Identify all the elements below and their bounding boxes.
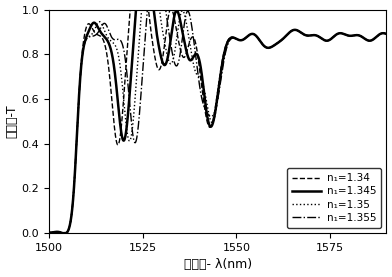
n₁=1.35 — [176, 28, 180, 31]
n₁=1.345 — [47, 231, 51, 234]
n₁=1.34 — [266, 46, 271, 50]
n₁=1.34 — [249, 32, 254, 36]
n₁=1.355 — [60, 232, 65, 235]
X-axis label: 光波长- λ(nm): 光波长- λ(nm) — [183, 258, 252, 271]
n₁=1.345 — [249, 32, 254, 36]
n₁=1.355 — [266, 46, 271, 50]
n₁=1.345 — [266, 46, 271, 50]
n₁=1.355 — [249, 32, 254, 36]
n₁=1.35 — [108, 39, 113, 42]
n₁=1.345 — [299, 31, 303, 34]
n₁=1.35 — [384, 32, 389, 35]
n₁=1.35 — [47, 231, 51, 234]
n₁=1.34 — [324, 39, 329, 42]
Line: n₁=1.34: n₁=1.34 — [49, 9, 387, 233]
n₁=1.34 — [47, 231, 51, 234]
n₁=1.34 — [384, 32, 389, 35]
n₁=1.35 — [60, 232, 65, 235]
Legend: n₁=1.34, n₁=1.345, n₁=1.35, n₁=1.355: n₁=1.34, n₁=1.345, n₁=1.35, n₁=1.355 — [287, 168, 381, 228]
n₁=1.35 — [139, 8, 144, 11]
n₁=1.34 — [128, 8, 132, 11]
n₁=1.355 — [176, 62, 180, 65]
n₁=1.345 — [384, 32, 389, 35]
n₁=1.34 — [60, 232, 65, 235]
n₁=1.355 — [324, 39, 329, 42]
Line: n₁=1.345: n₁=1.345 — [49, 9, 387, 233]
n₁=1.355 — [47, 231, 51, 234]
n₁=1.355 — [299, 31, 303, 34]
n₁=1.35 — [299, 31, 303, 34]
n₁=1.34 — [176, 36, 180, 40]
n₁=1.355 — [145, 8, 150, 11]
n₁=1.34 — [299, 31, 303, 34]
n₁=1.35 — [266, 46, 271, 50]
Line: n₁=1.35: n₁=1.35 — [49, 9, 387, 233]
n₁=1.345 — [60, 232, 65, 235]
n₁=1.355 — [384, 32, 389, 35]
n₁=1.345 — [134, 8, 138, 11]
n₁=1.34 — [108, 80, 113, 84]
n₁=1.355 — [108, 33, 113, 36]
n₁=1.345 — [108, 45, 113, 49]
n₁=1.35 — [324, 39, 329, 42]
n₁=1.345 — [176, 11, 180, 14]
n₁=1.35 — [249, 32, 254, 36]
Line: n₁=1.355: n₁=1.355 — [49, 9, 387, 233]
Y-axis label: 透射率-T: 透射率-T — [5, 104, 18, 138]
n₁=1.345 — [324, 39, 329, 42]
